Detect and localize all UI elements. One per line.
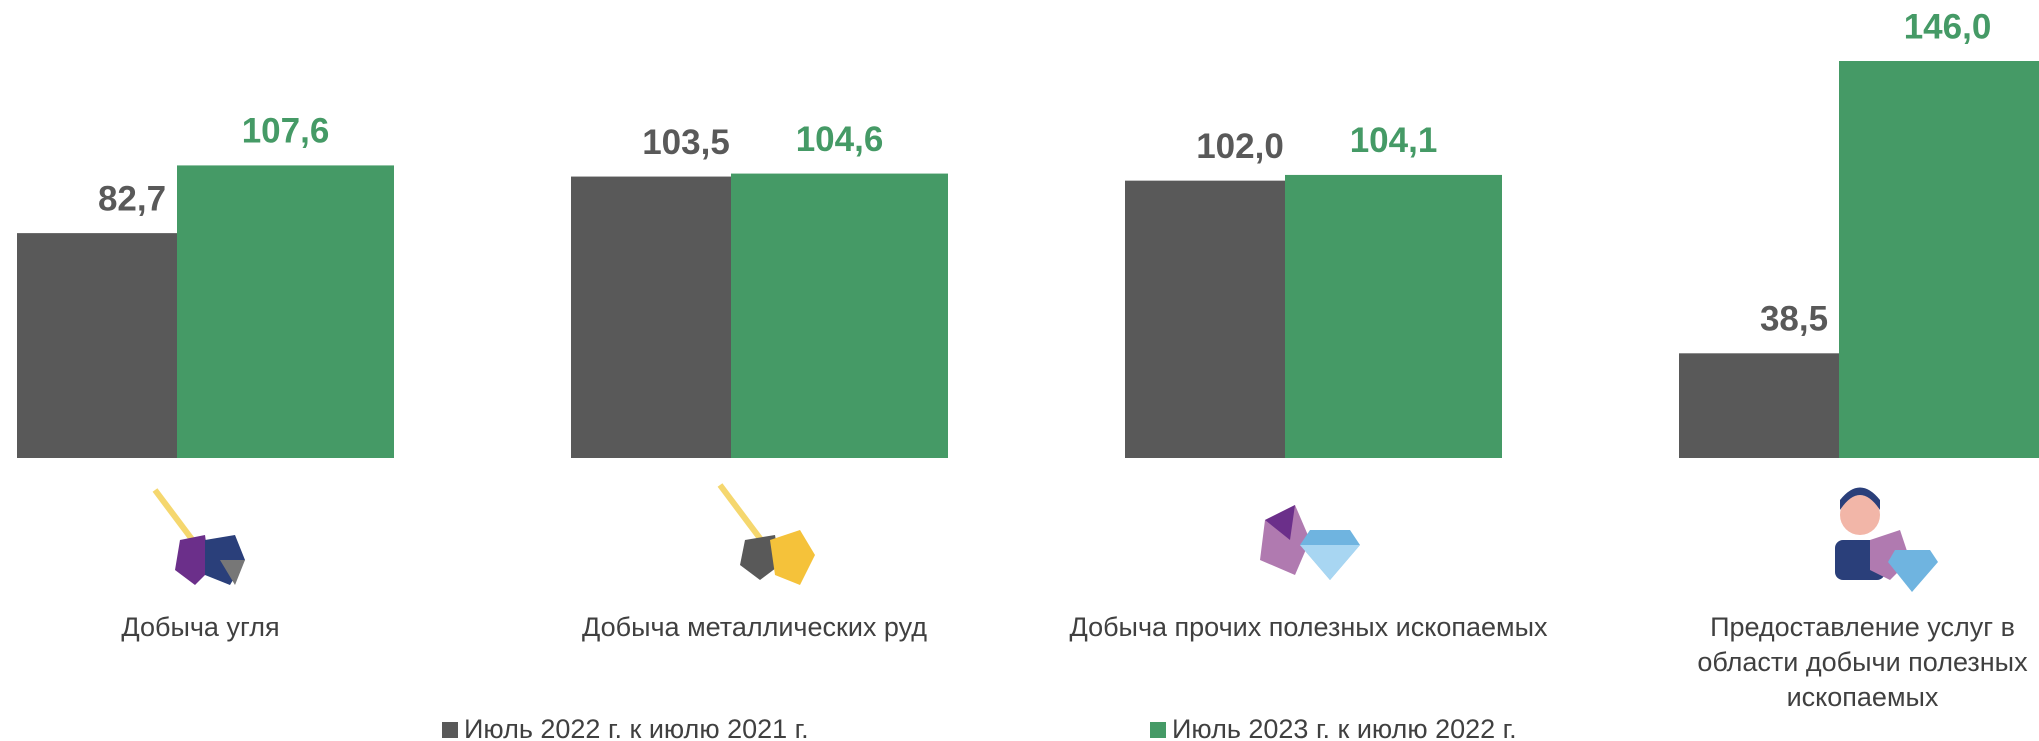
bar — [1839, 61, 2039, 458]
bar — [177, 165, 394, 458]
legend-label: Июль 2022 г. к июлю 2021 г. — [464, 714, 809, 741]
legend-item: Июль 2022 г. к июлю 2021 г. — [442, 714, 809, 741]
icon-services — [1835, 487, 1938, 592]
value-label: 82,7 — [98, 179, 166, 218]
category-label: Добыча угля — [121, 612, 280, 642]
bar — [1285, 174, 1502, 458]
value-label: 38,5 — [1760, 300, 1828, 339]
bar — [731, 173, 948, 458]
legend-swatch — [1150, 721, 1166, 738]
value-label: 107,6 — [242, 112, 330, 151]
bar — [1679, 353, 1839, 458]
legend-label: Июль 2023 г. к июлю 2022 г. — [1172, 714, 1517, 741]
value-label: 146,0 — [1904, 7, 1992, 46]
icon-ore — [717, 483, 815, 585]
bar — [1125, 180, 1285, 458]
value-label: 104,1 — [1350, 121, 1438, 160]
legend-swatch — [442, 721, 458, 738]
icon-coal — [152, 488, 245, 585]
icon-minerals — [1260, 505, 1360, 580]
bar — [17, 233, 177, 458]
legend-item: Июль 2023 г. к июлю 2022 г. — [1150, 714, 1517, 741]
category-label: Добыча прочих полезных ископаемых — [1069, 612, 1548, 642]
value-label: 104,6 — [796, 120, 884, 159]
bar — [571, 176, 731, 458]
value-label: 102,0 — [1196, 127, 1284, 166]
value-label: 103,5 — [642, 123, 730, 162]
category-label: Добыча металлических руд — [582, 612, 927, 642]
category-label: Предоставление услуг в области добычи по… — [1697, 612, 2028, 712]
